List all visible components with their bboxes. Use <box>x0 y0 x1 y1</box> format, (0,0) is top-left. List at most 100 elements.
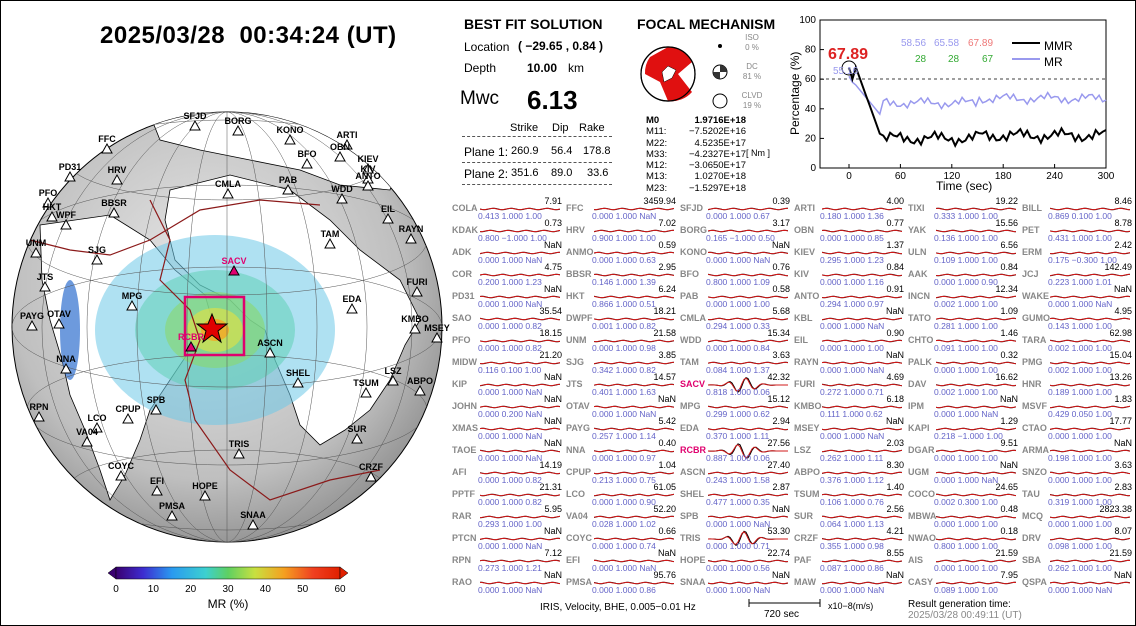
station-weight: 1.00 <box>1095 475 1112 485</box>
station-amplitude: 14.57 <box>653 372 676 382</box>
mr-colorbar: 0 10 20 30 40 50 60 MR (%) <box>107 566 349 611</box>
station-waveform <box>708 471 788 475</box>
station-code: BILL <box>1022 203 1042 213</box>
station-panel: MPG 15.12 0.299 1.000 0.62 <box>678 394 791 419</box>
station-cc: 0.000 <box>820 585 842 595</box>
station-panel: ULN 6.56 0.109 1.000 1.00 <box>906 240 1019 265</box>
station-cc: 0.818 <box>706 387 728 397</box>
station-stats: 0.000 1.000 1.00 <box>934 453 998 463</box>
station-weight: 1.00 <box>1095 409 1112 419</box>
station-cc: 0.000 <box>934 563 956 573</box>
station-waveform <box>594 427 674 431</box>
station-triangle-icon <box>199 489 211 501</box>
station-cc: 0.175 <box>1048 255 1070 265</box>
station-weight: 1.00 <box>981 299 998 309</box>
station-panel: SHEL 2.87 0.477 1.000 0.35 <box>678 482 791 507</box>
station-waveform <box>822 471 902 475</box>
location-value: ( −29.65 , 0.84 ) <box>518 39 604 53</box>
station-stats: 0.180 1.000 1.36 <box>820 211 884 221</box>
station-panel: SACV 42.32 0.818 1.000 0.06 <box>678 372 791 397</box>
station-cc: 0.000 <box>706 541 728 551</box>
station-weight: 1.00 <box>1095 519 1112 529</box>
station-stats: 0.000 1.000 NaN <box>478 541 542 551</box>
moment-row: M23: −1.5297E+18 <box>646 183 746 194</box>
station-waveform <box>594 471 674 475</box>
station-panel: PPTF 21.31 0.000 1.000 0.82 <box>450 482 563 507</box>
station-code: PTCN <box>452 533 477 543</box>
station-code: INCN <box>908 291 930 301</box>
station-weight: 1.00 <box>981 255 998 265</box>
station-cc: 0.087 <box>820 563 842 573</box>
station-code: RAR <box>452 511 472 521</box>
station-panel: CASY 7.95 0.089 1.000 1.00 <box>906 570 1019 595</box>
plane1-dip: 56.4 <box>551 145 573 157</box>
station-waveform <box>822 537 902 541</box>
station-waveform <box>1050 405 1130 409</box>
station-panel: COLA 7.91 0.413 1.000 1.00 <box>450 196 563 221</box>
station-panel: KAPI 1.29 0.218 −1.000 1.00 <box>906 416 1019 441</box>
station-stats: 0.091 1.000 1.00 <box>934 343 998 353</box>
station-code: QSPA <box>1022 577 1047 587</box>
station-cc: 0.000 <box>592 255 614 265</box>
station-ratio: 1.000 <box>1071 365 1093 375</box>
station-stats: 0.000 1.000 NaN <box>478 453 542 463</box>
station-amplitude: 3.85 <box>658 350 676 360</box>
station-weight: 0.82 <box>525 475 542 485</box>
station-amplitude: 5.95 <box>544 504 562 514</box>
station-label: PAYG <box>20 311 44 321</box>
station-label: FURI <box>407 277 428 287</box>
station-code: COCO <box>908 489 935 499</box>
station-amplitude: 2.03 <box>886 438 904 448</box>
station-ratio: 1.000 <box>1071 321 1093 331</box>
station-waveform <box>480 581 560 585</box>
station-cc: 0.064 <box>820 519 842 529</box>
station-stats: 0.000 1.000 NaN <box>934 409 998 419</box>
station-label: WPF <box>56 210 76 220</box>
station-ratio: 1.000 <box>615 343 637 353</box>
station-ratio: 1.000 <box>501 541 523 551</box>
station-cc: 0.000 <box>820 321 842 331</box>
station-ratio: 1.000 <box>843 585 865 595</box>
station-cc: 0.000 <box>478 431 500 441</box>
station-ratio: 1.000 <box>615 387 637 397</box>
station-label: KIEV <box>357 154 378 164</box>
station-ratio: 0.050 <box>1071 409 1093 419</box>
station-stats: 0.000 1.000 1.00 <box>1048 475 1112 485</box>
station-panel: RAR 5.95 0.293 1.000 1.00 <box>450 504 563 529</box>
graph-ytick: 60 <box>805 74 817 85</box>
station-code: CHTO <box>908 335 934 345</box>
station-panel: PFO 18.15 0.000 1.000 0.82 <box>450 328 563 353</box>
peak-marker <box>841 60 857 76</box>
legend-mmr: MMR <box>1044 39 1073 53</box>
station-stats: 0.262 1.000 1.00 <box>1048 563 1112 573</box>
station-panel: CMLA 5.68 0.294 1.000 0.33 <box>678 306 791 331</box>
station-ratio: 1.000 <box>957 563 979 573</box>
station-amplitude: 142.49 <box>1104 262 1132 272</box>
station-weight: 1.14 <box>639 431 656 441</box>
station-stats: 0.273 1.000 1.21 <box>478 563 542 573</box>
station-cc: 0.281 <box>934 321 956 331</box>
station-cc: 0.295 <box>820 255 842 265</box>
station-amplitude: NaN <box>771 504 790 514</box>
station-triangle-icon <box>91 253 103 265</box>
station-stats: 0.000 1.000 NaN <box>1048 585 1112 595</box>
station-waveform <box>936 559 1016 563</box>
station-cc: 0.000 <box>706 255 728 265</box>
station-waveform <box>822 295 902 299</box>
station-stats: 0.000 1.000 NaN <box>478 255 542 265</box>
station-stats: 0.866 1.000 0.51 <box>592 299 656 309</box>
station-weight: 0.97 <box>639 453 656 463</box>
station-amplitude: 21.20 <box>539 350 562 360</box>
station-amplitude: 1.04 <box>658 460 676 470</box>
station-weight: 1.00 <box>981 365 998 375</box>
station-ratio: 1.000 <box>501 475 523 485</box>
station-stats: 0.000 1.000 NaN <box>820 585 884 595</box>
station-code: PMSA <box>566 577 593 587</box>
station-cc: 0.294 <box>820 299 842 309</box>
station-stats: 0.869 0.100 1.00 <box>1048 211 1112 221</box>
station-waveform <box>480 559 560 563</box>
station-ratio: 1.000 <box>615 211 637 221</box>
station-stats: 0.109 1.000 1.00 <box>934 255 998 265</box>
station-ratio: 1.000 <box>501 255 523 265</box>
station-stats: 0.000 1.000 NaN <box>820 321 884 331</box>
